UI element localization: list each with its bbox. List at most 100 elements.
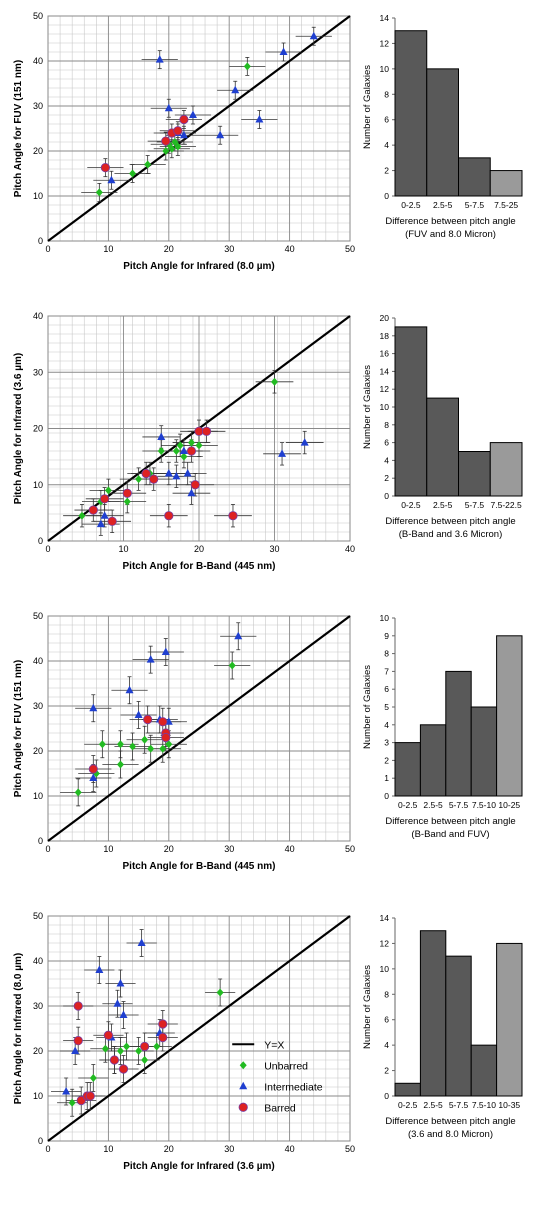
y-tick-label: 8 <box>384 420 389 430</box>
scatter-panel-2: 0 10 20 30 40 0 10 20 30 40 Pitch Angle for B-Band… <box>0 300 370 595</box>
y-tick-label: 50 <box>33 911 43 921</box>
x-tick-label: 40 <box>285 1144 295 1154</box>
point-unbarred <box>129 169 137 178</box>
point-barred <box>103 1030 114 1040</box>
point-unbarred <box>95 188 103 197</box>
y-tick-label: 30 <box>33 101 43 111</box>
y-tick-label: 14 <box>380 913 390 923</box>
histogram-bar <box>470 706 498 797</box>
y-tick-label: 20 <box>33 146 43 156</box>
y-tick-label: 18 <box>380 331 390 341</box>
point-intermediate <box>100 511 109 519</box>
y-tick-label: 10 <box>33 191 43 201</box>
point-unbarred <box>129 742 137 751</box>
point-intermediate <box>172 471 181 480</box>
point-unbarred <box>147 744 155 753</box>
point-barred <box>158 1032 168 1043</box>
y-tick-label: 2 <box>384 1066 389 1076</box>
x-axis-label-line-2: (3.6 and 8.0 Micron) <box>408 1129 493 1140</box>
legend-label: Y=X <box>264 1039 284 1051</box>
legend-symbol-unbarred <box>239 1061 247 1070</box>
y-tick-label: 2 <box>384 755 389 765</box>
x-tick-label: 20 <box>194 544 204 554</box>
histogram-panel-4: 0 2 4 6 8 10 12 14 0-2.5 2.5-5 5-7.5 7.5-10 10-35 Num… <box>355 900 545 1205</box>
legend-symbol-intermediate <box>239 1081 248 1090</box>
x-category-label: 7.5-10 <box>472 800 496 810</box>
y-tick-label: 10 <box>380 613 390 623</box>
point-barred <box>143 714 153 725</box>
x-tick-label: 30 <box>224 844 234 854</box>
point-unbarred <box>116 1047 124 1055</box>
x-axis-label: Pitch Angle for B-Band (445 nm) <box>123 561 276 572</box>
x-category-label: 7.5-22.5 <box>491 500 522 510</box>
reference-line-y-equals-x <box>47 915 351 1142</box>
x-category-label: 7.5-10 <box>472 1100 496 1110</box>
point-unbarred <box>104 486 112 495</box>
point-barred <box>73 1036 83 1046</box>
point-unbarred <box>243 62 251 71</box>
point-barred <box>100 163 110 173</box>
y-tick-label: 10 <box>33 480 43 490</box>
point-unbarred <box>74 788 82 797</box>
y-tick-label: 4 <box>384 140 389 150</box>
point-barred <box>76 1095 86 1106</box>
point-intermediate <box>188 110 197 118</box>
legend-label: Barred <box>264 1102 296 1114</box>
y-tick-label: 40 <box>33 311 43 321</box>
histogram-bar <box>458 157 491 197</box>
scatter-panel-4: 0 10 20 30 40 50 0 10 20 30 40 50 Pitch Angle for In… <box>0 900 370 1205</box>
point-intermediate <box>179 130 188 139</box>
y-tick-label: 4 <box>384 1040 389 1050</box>
y-tick-label: 8 <box>384 649 389 659</box>
point-unbarred <box>68 1098 76 1107</box>
point-intermediate <box>62 1087 71 1095</box>
x-category-label: 10-25 <box>498 800 520 810</box>
point-unbarred <box>123 1042 131 1051</box>
histogram-bar <box>496 942 523 1097</box>
point-intermediate <box>278 449 287 457</box>
point-intermediate <box>157 432 166 440</box>
y-axis-label: Pitch Angle for FUV (151 nm) <box>13 60 24 197</box>
point-barred <box>161 732 171 743</box>
histogram-bar <box>394 326 428 497</box>
y-tick-label: 0 <box>38 1136 43 1146</box>
point-intermediate <box>300 438 309 446</box>
y-tick-label: 6 <box>384 1015 389 1025</box>
point-unbarred <box>141 1056 149 1064</box>
y-axis-label: Pitch Angle for FUV (151 nm) <box>13 660 24 797</box>
x-category-label: 0-2.5 <box>401 200 421 210</box>
point-unbarred <box>168 144 176 153</box>
point-unbarred <box>144 160 152 169</box>
point-intermediate <box>71 1046 80 1054</box>
x-axis-label: Pitch Angle for Infrared (8.0 µm) <box>123 261 275 272</box>
histogram-panel-3: 0 1 2 3 4 5 6 7 8 9 10 0-2.5 2.5-5 5-7.5 7.5-10 10-25 Nu… <box>355 600 545 895</box>
x-axis-label-line-1: Difference between pitch angle <box>385 216 515 227</box>
x-tick-label: 50 <box>345 844 355 854</box>
histogram-chart-3: 0 1 2 3 4 5 6 7 8 9 10 0-2.5 2.5-5 5-7.5 7.5-10 10-25 Nu… <box>362 613 523 840</box>
x-tick-label: 10 <box>118 544 128 554</box>
y-tick-label: 20 <box>33 424 43 434</box>
x-axis-label-line-1: Difference between pitch angle <box>385 1116 515 1127</box>
x-category-label: 10-35 <box>498 1100 520 1110</box>
y-tick-label: 5 <box>384 702 389 712</box>
x-axis-label: Pitch Angle for Infrared (3.6 µm) <box>123 1161 275 1172</box>
y-tick-label: 2 <box>384 473 389 483</box>
x-category-label: 0-2.5 <box>401 500 421 510</box>
histogram-chart-4: 0 2 4 6 8 10 12 14 0-2.5 2.5-5 5-7.5 7.5-10 10-35 Num… <box>362 913 523 1140</box>
y-tick-label: 12 <box>380 38 390 48</box>
x-category-label: 0-2.5 <box>398 1100 418 1110</box>
point-barred <box>190 480 200 490</box>
histogram-bar <box>394 1082 421 1097</box>
point-barred <box>109 1055 120 1065</box>
y-tick-label: 0 <box>384 491 389 501</box>
point-barred <box>149 474 159 484</box>
scatter-chart-4: 0 10 20 30 40 50 0 10 20 30 40 50 Pitch Angle for In… <box>13 911 355 1172</box>
x-tick-label: 20 <box>164 1144 174 1154</box>
scatter-panel-3: 0 10 20 30 40 50 0 10 20 30 40 50 Pitch Angle for B-… <box>0 600 370 895</box>
x-axis-label-line-1: Difference between pitch angle <box>385 816 515 827</box>
point-barred <box>73 1001 83 1011</box>
y-tick-label: 50 <box>33 611 43 621</box>
y-axis-label: Pitch Angle for Infrared (3.6 µm) <box>13 353 24 505</box>
histogram-bar <box>445 670 472 797</box>
point-unbarred <box>271 377 278 386</box>
